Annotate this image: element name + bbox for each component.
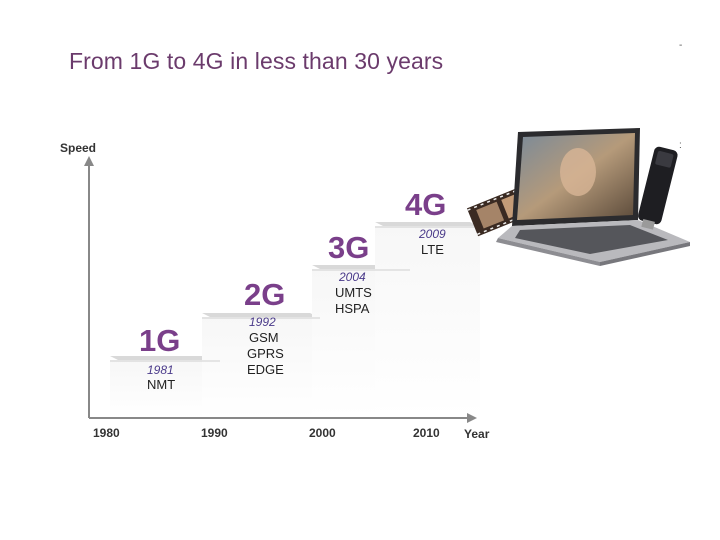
- x-tick-label: 2000: [309, 426, 336, 440]
- generation-tech: NMT: [147, 377, 175, 392]
- x-tick-label: 1990: [201, 426, 228, 440]
- generation-tech: GPRS: [247, 346, 284, 361]
- x-tick-label: 1980: [93, 426, 120, 440]
- generation-name: 1G: [139, 323, 180, 358]
- generation-year: 2009: [418, 227, 446, 241]
- x-axis-label: Year: [464, 427, 490, 441]
- edge-mark: -: [679, 40, 683, 51]
- slide-title: From 1G to 4G in less than 30 years: [69, 48, 444, 74]
- y-axis-label: Speed: [60, 141, 96, 155]
- generation-4g: 4G 2009 LTE: [405, 187, 446, 257]
- x-axis-arrow: [467, 413, 477, 423]
- generation-2g: 2G 1992 GSM GPRS EDGE: [244, 277, 285, 377]
- generation-year: 2004: [338, 270, 366, 284]
- generation-tech: HSPA: [335, 301, 370, 316]
- generation-tech: UMTS: [335, 285, 372, 300]
- x-tick-label: 2010: [413, 426, 440, 440]
- generation-year: 1981: [147, 363, 174, 377]
- generation-name: 4G: [405, 187, 446, 222]
- generation-tech: GSM: [249, 330, 279, 345]
- generation-3g: 3G 2004 UMTS HSPA: [328, 230, 372, 316]
- generation-tech: EDGE: [247, 362, 284, 377]
- staircase: [110, 222, 480, 418]
- generation-year: 1992: [249, 315, 276, 329]
- generation-tech: LTE: [421, 242, 444, 257]
- generation-name: 3G: [328, 230, 369, 265]
- laptop-icon: [496, 128, 690, 266]
- y-axis-arrow: [84, 156, 94, 166]
- usb-modem-icon: [638, 146, 678, 230]
- generation-1g: 1G 1981 NMT: [139, 323, 180, 392]
- edge-mark: :: [679, 140, 682, 151]
- axes: Speed Year 1980 1990 2000 2010: [60, 141, 490, 441]
- generation-name: 2G: [244, 277, 285, 312]
